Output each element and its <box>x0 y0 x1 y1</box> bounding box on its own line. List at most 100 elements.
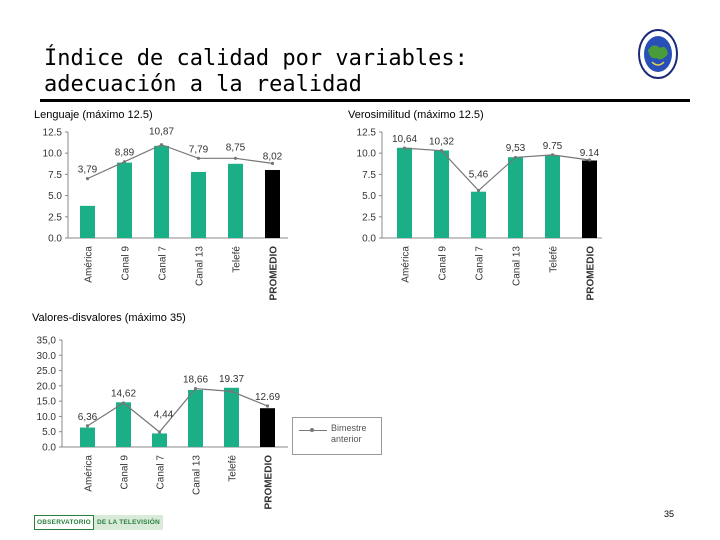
globe-seal-icon <box>638 29 678 79</box>
previous-series-point <box>439 149 444 153</box>
data-label: 5,46 <box>469 170 489 181</box>
y-tick-label: 10.0 <box>357 149 377 160</box>
previous-series-point <box>121 401 126 405</box>
previous-series-point <box>513 155 518 160</box>
previous-series-point <box>229 389 234 393</box>
bar-promedio <box>582 160 597 238</box>
title-divider <box>40 99 690 102</box>
previous-series-point <box>159 143 164 147</box>
x-tick-label: América <box>84 455 95 492</box>
bar-telef- <box>224 387 239 447</box>
y-tick-label: 0.0 <box>48 234 62 245</box>
previous-series-point <box>122 160 127 164</box>
bar-canal-13 <box>508 157 523 238</box>
y-tick-label: 5.0 <box>48 191 62 202</box>
y-tick-label: 2.5 <box>362 212 376 223</box>
y-tick-label: 7.5 <box>48 170 62 181</box>
y-tick-label: 0.0 <box>42 443 56 454</box>
page-title: Índice de calidad por variables: adecuac… <box>44 46 468 98</box>
y-tick-label: 12.5 <box>43 128 63 139</box>
y-tick-label: 10.0 <box>43 149 63 160</box>
bar-am-rica <box>80 205 95 238</box>
x-tick-label: Canal 7 <box>156 455 167 490</box>
page-number: 35 <box>664 509 675 519</box>
y-tick-label: 12.5 <box>357 128 377 139</box>
legend-marker-icon <box>310 428 314 432</box>
previous-series-point <box>85 424 90 428</box>
bar-canal-13 <box>191 171 206 238</box>
bar-canal-13 <box>188 389 203 447</box>
data-label: 10,87 <box>149 127 174 138</box>
previous-series-point <box>402 146 407 150</box>
previous-series-point <box>476 188 481 193</box>
data-label: 4,44 <box>154 409 174 420</box>
data-label: 7,79 <box>189 144 209 155</box>
chart-label-valores: Valores-disvalores (máximo 35) <box>32 312 186 324</box>
previous-series-point <box>550 153 555 157</box>
x-tick-label: Telefé <box>232 246 243 273</box>
data-label: 9.14 <box>580 148 600 159</box>
bar-telef- <box>228 163 243 238</box>
y-tick-label: 5.0 <box>362 191 376 202</box>
x-tick-label: PROMEDIO <box>586 246 597 301</box>
bar-canal-7 <box>471 191 486 238</box>
bar-am-rica <box>80 427 95 447</box>
y-tick-label: 2.5 <box>48 212 62 223</box>
data-label: 9.75 <box>543 141 563 152</box>
x-tick-label: Canal 13 <box>192 455 203 495</box>
y-tick-label: 35,0 <box>37 336 57 347</box>
previous-series-point <box>157 430 162 434</box>
logo-text-left: OBSERVATORIO <box>34 514 94 530</box>
observatorio-logo: OBSERVATORIO DE LA TELEVISIÓN <box>34 511 182 533</box>
y-tick-label: 30.0 <box>37 351 57 362</box>
bar-canal-7 <box>152 433 167 447</box>
x-tick-label: Canal 13 <box>512 246 523 286</box>
bar-canal-9 <box>117 162 132 238</box>
previous-series-point <box>85 177 90 181</box>
bar-canal-9 <box>116 402 131 447</box>
previous-series-point <box>193 387 198 391</box>
x-tick-label: Canal 7 <box>158 246 169 281</box>
x-tick-label: Canal 9 <box>121 246 132 281</box>
bar-telef- <box>545 155 560 238</box>
data-label: 12.69 <box>255 392 280 403</box>
x-tick-label: Telefé <box>549 246 560 273</box>
title-line-1: Índice de calidad por variables: <box>44 46 468 71</box>
previous-series-point <box>196 156 201 160</box>
data-label: 8,02 <box>263 151 283 162</box>
x-tick-label: América <box>401 246 412 283</box>
data-label: 8,75 <box>226 142 246 153</box>
data-label: 14,62 <box>111 388 136 399</box>
x-tick-label: Canal 9 <box>120 455 131 490</box>
x-tick-label: PROMEDIO <box>264 455 275 510</box>
bar-promedio <box>265 169 280 238</box>
bar-promedio <box>260 408 275 447</box>
data-label: 18,66 <box>183 375 208 386</box>
y-tick-label: 20.0 <box>37 381 57 392</box>
data-label: 19.37 <box>219 374 244 385</box>
x-tick-label: Telefé <box>228 455 239 482</box>
y-tick-label: 10.0 <box>37 412 57 423</box>
previous-series-line <box>87 144 273 180</box>
data-label: 6,36 <box>78 412 98 423</box>
previous-series-line <box>87 387 268 433</box>
chart-label-lenguaje: Lenguaje (máximo 12.5) <box>34 109 153 121</box>
y-tick-label: 25.0 <box>37 366 57 377</box>
bar-am-rica <box>397 147 412 238</box>
y-tick-label: 5.0 <box>42 427 56 438</box>
y-tick-label: 7.5 <box>362 170 376 181</box>
data-label: 9,53 <box>506 143 526 154</box>
previous-series-point <box>233 156 238 160</box>
logo-text-right: DE LA TELEVISIÓN <box>93 514 163 530</box>
data-label: 8,89 <box>115 148 135 159</box>
previous-series-point <box>265 404 270 408</box>
x-tick-label: Canal 9 <box>438 246 449 281</box>
previous-series-line <box>404 147 590 192</box>
x-tick-label: Canal 7 <box>475 246 486 281</box>
y-tick-label: 0.0 <box>362 234 376 245</box>
chart-label-verosimilitud: Verosimilitud (máximo 12.5) <box>348 109 484 121</box>
chart-legend: Bimestre anterior <box>292 417 382 455</box>
y-tick-label: 15.0 <box>37 397 57 408</box>
